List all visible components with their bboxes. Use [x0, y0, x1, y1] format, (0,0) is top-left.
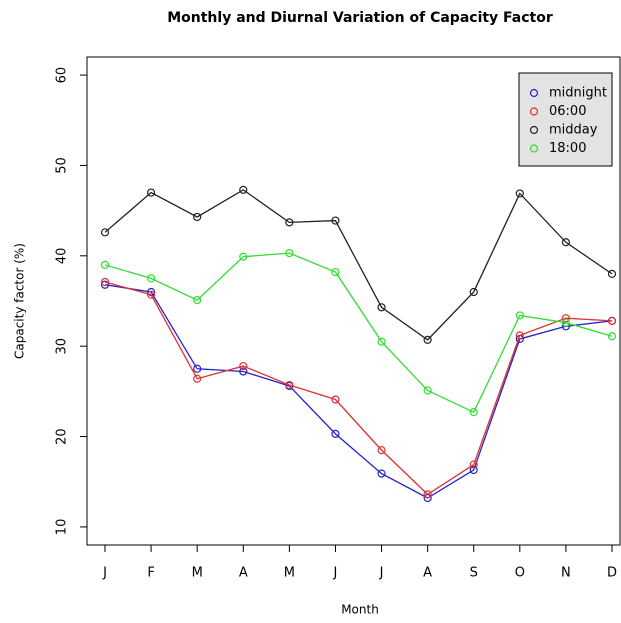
x-tick-label: D [607, 566, 617, 581]
point [285, 218, 294, 227]
x-tick-label: F [147, 566, 154, 581]
legend-label: midday [549, 123, 598, 138]
x-tick-label: J [379, 566, 384, 581]
point [561, 314, 571, 323]
legend-box [518, 72, 613, 167]
point [146, 188, 156, 197]
point [515, 189, 524, 198]
legend-label: midnight [549, 86, 607, 101]
y-tick-label: 30 [55, 338, 70, 355]
x-tick-label: A [239, 566, 248, 581]
point [423, 386, 432, 395]
x-tick-label: J [102, 566, 107, 581]
x-tick-label: J [333, 566, 338, 581]
point [607, 269, 617, 278]
point [377, 303, 386, 312]
point [331, 395, 340, 404]
point [239, 367, 248, 376]
point [607, 332, 617, 341]
point [423, 490, 432, 499]
x-tick-label: A [423, 566, 432, 581]
series-line [104, 189, 613, 341]
legend-marker [529, 88, 539, 98]
point [193, 212, 202, 222]
point [469, 465, 478, 475]
series-line [104, 284, 613, 499]
point [377, 469, 386, 478]
y-axis-label: Capacity factor (%) [13, 243, 27, 359]
legend-marker [529, 144, 539, 153]
legend-label: 18:00 [549, 141, 586, 156]
legend-marker [529, 107, 539, 116]
point [193, 364, 202, 373]
point [561, 318, 571, 327]
x-tick-label: N [561, 566, 571, 581]
x-axis-label: Month [341, 603, 379, 617]
series-line [104, 281, 613, 496]
x-tick-label: S [470, 566, 478, 581]
point [515, 331, 524, 340]
point [331, 429, 340, 438]
point [239, 361, 248, 371]
point [331, 216, 340, 225]
point [469, 460, 478, 469]
y-tick-label: 60 [55, 67, 70, 84]
legend-label: 06:00 [549, 104, 586, 119]
point [239, 252, 248, 261]
y-tick-label: 50 [55, 157, 70, 174]
point [100, 280, 110, 289]
x-tick-label: O [515, 566, 525, 581]
point [469, 287, 478, 297]
chart-title: Monthly and Diurnal Variation of Capacit… [167, 10, 553, 26]
point [193, 295, 202, 305]
series-line [104, 252, 613, 414]
point [515, 311, 524, 320]
point [607, 316, 617, 325]
y-tick-label: 40 [55, 248, 70, 265]
point [561, 238, 571, 247]
point [423, 335, 432, 344]
point [377, 337, 386, 346]
point [469, 408, 478, 417]
y-tick-label: 20 [55, 428, 70, 445]
point [100, 228, 110, 237]
point [285, 380, 294, 390]
point [146, 274, 156, 283]
point [146, 290, 156, 299]
point [100, 260, 110, 269]
x-tick-label: M [192, 566, 203, 581]
point [239, 185, 248, 194]
point [100, 277, 110, 287]
point [331, 267, 340, 277]
y-tick-label: 10 [55, 519, 70, 536]
point [193, 374, 202, 383]
legend-marker [529, 125, 539, 135]
point [285, 249, 294, 258]
x-tick-label: M [284, 566, 295, 581]
point [377, 446, 386, 455]
plot-box [86, 56, 621, 546]
